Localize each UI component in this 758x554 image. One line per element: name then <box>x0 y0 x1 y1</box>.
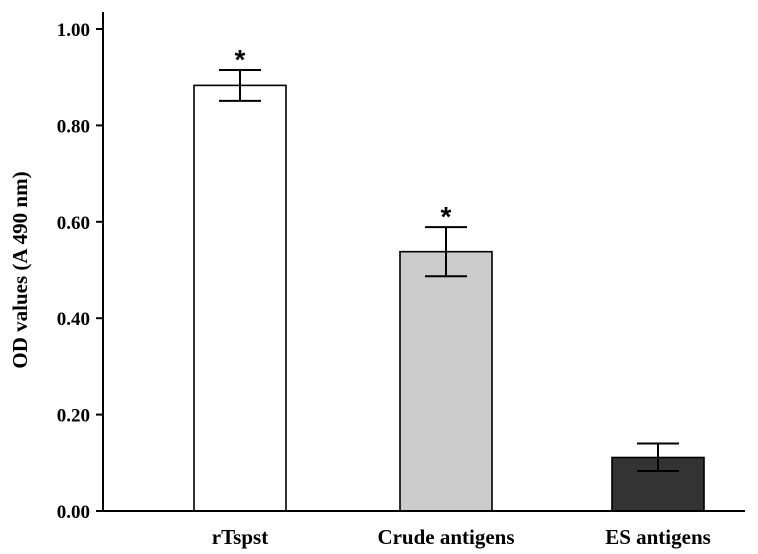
y-tick-label: 1.00 <box>57 20 90 41</box>
bars <box>193 84 705 512</box>
bar-crude-antigens <box>399 250 493 512</box>
error-bars <box>219 68 679 472</box>
significance-asterisk: * <box>235 44 246 75</box>
y-tick-label: 0.80 <box>57 116 90 137</box>
significance-markers: ** <box>235 44 452 232</box>
x-axis-categories: rTspst Crude antigens ES antigens <box>212 525 711 549</box>
y-axis-title: OD values (A 490 nm) <box>8 171 32 368</box>
axes <box>102 12 745 512</box>
y-tick-label: 0.60 <box>57 213 90 234</box>
bar-rtspst <box>193 84 287 512</box>
y-tick-label: 0.20 <box>57 406 90 427</box>
x-category-label: Crude antigens <box>377 525 514 549</box>
y-tick-label: 0.40 <box>57 309 90 330</box>
significance-asterisk: * <box>441 201 452 232</box>
y-axis-ticks: 0.00 0.20 0.40 0.60 0.80 1.00 <box>57 20 103 523</box>
x-category-label: ES antigens <box>605 525 711 549</box>
y-tick-label: 0.00 <box>57 502 90 523</box>
x-category-label: rTspst <box>212 525 268 549</box>
